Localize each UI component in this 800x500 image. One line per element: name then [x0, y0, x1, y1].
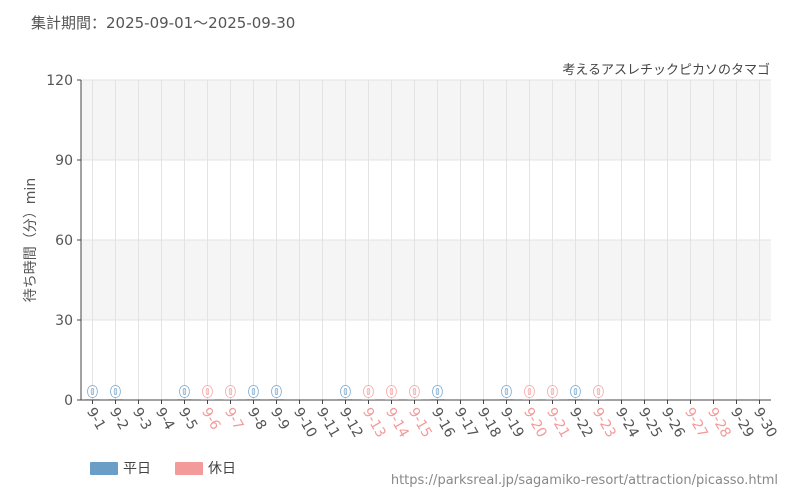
- legend-holiday-label: 休日: [208, 461, 236, 477]
- bar-value-label: 0: [547, 383, 557, 401]
- bar: [522, 399, 537, 400]
- x-tick-label: 9-26: [658, 405, 688, 441]
- x-tick-label: 9-18: [474, 405, 504, 441]
- x-tick-label: 9-2: [106, 405, 131, 433]
- bar: [430, 399, 445, 400]
- x-tick-label: 9-15: [405, 405, 435, 441]
- grid-band: [81, 240, 771, 320]
- x-tick-label: 9-1: [83, 405, 108, 433]
- bar: [384, 399, 399, 400]
- bar-value-label: 0: [340, 383, 350, 401]
- bar: [200, 399, 215, 400]
- grid-band: [81, 80, 771, 160]
- bar-value-label: 0: [386, 383, 396, 401]
- bar-value-label: 0: [110, 383, 120, 401]
- x-tick-label: 9-3: [129, 405, 154, 433]
- x-tick-label: 9-16: [428, 405, 458, 441]
- x-tick-label: 9-8: [244, 405, 269, 433]
- x-tick-label: 9-17: [451, 405, 481, 441]
- bar-value-label: 0: [524, 383, 534, 401]
- bar-value-label: 0: [271, 383, 281, 401]
- bar: [361, 399, 376, 400]
- bar-value-label: 0: [225, 383, 235, 401]
- x-tick-label: 9-12: [336, 405, 366, 441]
- bar: [269, 399, 284, 400]
- bar: [246, 399, 261, 400]
- x-tick-label: 9-13: [359, 405, 389, 441]
- x-tick-label: 9-7: [221, 405, 246, 433]
- y-tick-label: 60: [55, 233, 73, 249]
- bar-value-label: 0: [432, 383, 442, 401]
- bar-value-label: 0: [570, 383, 580, 401]
- legend-weekday: 平日: [90, 458, 151, 478]
- x-tick-label: 9-5: [175, 405, 200, 433]
- x-tick-label: 9-28: [704, 405, 734, 441]
- x-tick-label: 9-22: [566, 405, 596, 441]
- bar-value-label: 0: [501, 383, 511, 401]
- x-tick-label: 9-4: [152, 405, 177, 433]
- bar: [499, 399, 514, 400]
- y-tick-label: 90: [55, 153, 73, 169]
- x-tick-label: 9-30: [750, 405, 780, 441]
- bar-value-label: 0: [179, 383, 189, 401]
- bar: [591, 399, 606, 400]
- x-tick-label: 9-19: [497, 405, 527, 441]
- source-url[interactable]: https://parksreal.jp/sagamiko-resort/att…: [390, 473, 778, 488]
- bar-value-label: 0: [409, 383, 419, 401]
- bar: [177, 399, 192, 400]
- y-axis-title: 待ち時間（分）min: [23, 178, 39, 302]
- x-tick-label: 9-24: [612, 405, 642, 441]
- bar-value-label: 0: [593, 383, 603, 401]
- x-tick-label: 9-29: [727, 405, 757, 441]
- bar: [545, 399, 560, 400]
- bar-value-label: 0: [202, 383, 212, 401]
- bar-value-label: 0: [363, 383, 373, 401]
- legend-holiday: 休日: [175, 458, 236, 478]
- y-tick-label: 30: [55, 313, 73, 329]
- x-tick-label: 9-9: [267, 405, 292, 433]
- x-tick-label: 9-10: [290, 405, 320, 441]
- bar-value-label: 0: [87, 383, 97, 401]
- x-tick-label: 9-6: [198, 405, 223, 433]
- x-tick-label: 9-27: [681, 405, 711, 441]
- x-tick-label: 9-14: [382, 405, 412, 441]
- period-label: 集計期間：2025-09-01～2025-09-30: [31, 14, 296, 32]
- x-tick-label: 9-11: [313, 405, 343, 441]
- chart-title: 考えるアスレチックピカソのタマゴ: [562, 62, 770, 78]
- y-tick-label: 120: [46, 73, 73, 89]
- legend-holiday-swatch: [175, 461, 203, 475]
- x-tick-label: 9-25: [635, 405, 665, 441]
- x-tick-label: 9-20: [520, 405, 550, 441]
- x-tick-label: 9-21: [543, 405, 573, 441]
- bar: [568, 399, 583, 400]
- bar: [223, 399, 238, 400]
- bar-value-label: 0: [248, 383, 258, 401]
- bar: [108, 399, 123, 400]
- bar: [85, 399, 100, 400]
- legend-weekday-label: 平日: [123, 461, 151, 477]
- legend-weekday-swatch: [90, 461, 118, 475]
- bar: [338, 399, 353, 400]
- x-tick-label: 9-23: [589, 405, 619, 441]
- y-tick-label: 0: [64, 393, 73, 409]
- bar: [407, 399, 422, 400]
